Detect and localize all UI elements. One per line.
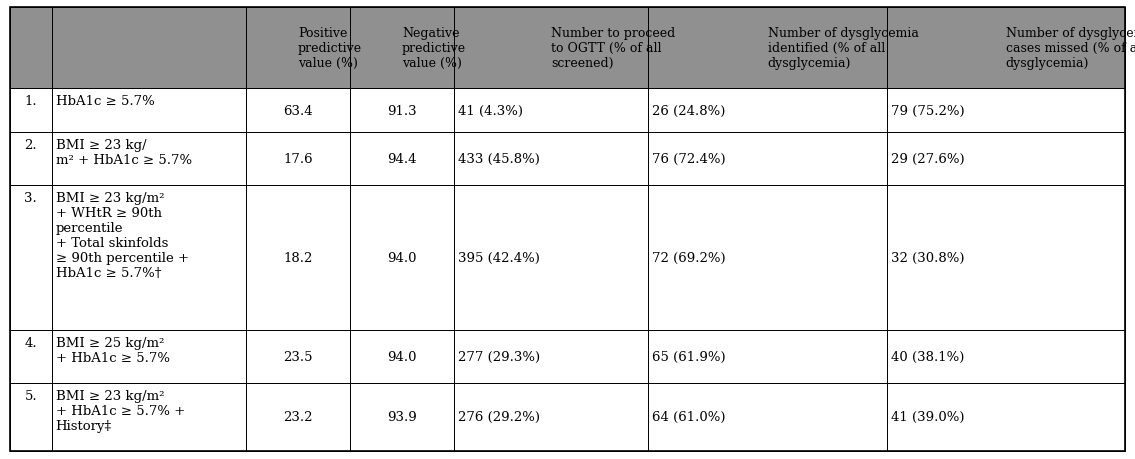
Text: 72 (69.2%): 72 (69.2%) bbox=[653, 252, 726, 264]
Bar bbox=[51, 186, 246, 330]
Text: 26 (24.8%): 26 (24.8%) bbox=[653, 104, 725, 118]
Text: 17.6: 17.6 bbox=[284, 153, 313, 166]
Bar bbox=[246, 186, 350, 330]
Bar bbox=[350, 89, 454, 133]
Text: BMI ≥ 23 kg/
m² + HbA1c ≥ 5.7%: BMI ≥ 23 kg/ m² + HbA1c ≥ 5.7% bbox=[56, 139, 192, 167]
Bar bbox=[246, 133, 350, 186]
Text: 4.: 4. bbox=[25, 336, 37, 349]
Bar bbox=[648, 330, 886, 383]
Text: Number to proceed
to OGTT (% of all
screened): Number to proceed to OGTT (% of all scre… bbox=[552, 27, 675, 70]
Bar bbox=[350, 330, 454, 383]
Bar bbox=[886, 330, 1125, 383]
Bar bbox=[51, 133, 246, 186]
Text: BMI ≥ 23 kg/m²
+ HbA1c ≥ 5.7% +
History‡: BMI ≥ 23 kg/m² + HbA1c ≥ 5.7% + History‡ bbox=[56, 389, 185, 432]
Text: 5.: 5. bbox=[25, 389, 37, 402]
Text: 276 (29.2%): 276 (29.2%) bbox=[457, 410, 540, 424]
Text: 91.3: 91.3 bbox=[387, 104, 417, 118]
Text: 76 (72.4%): 76 (72.4%) bbox=[653, 153, 726, 166]
Bar bbox=[350, 186, 454, 330]
Bar bbox=[350, 8, 454, 89]
Text: HbA1c ≥ 5.7%: HbA1c ≥ 5.7% bbox=[56, 95, 154, 108]
Text: 64 (61.0%): 64 (61.0%) bbox=[653, 410, 726, 424]
Text: 94.0: 94.0 bbox=[387, 252, 417, 264]
Text: 18.2: 18.2 bbox=[284, 252, 313, 264]
Text: 93.9: 93.9 bbox=[387, 410, 417, 424]
Bar bbox=[10, 89, 51, 133]
Text: Positive
predictive
value (%): Positive predictive value (%) bbox=[299, 27, 362, 70]
Bar bbox=[454, 186, 648, 330]
Bar bbox=[350, 133, 454, 186]
Text: 94.4: 94.4 bbox=[387, 153, 417, 166]
Text: 94.0: 94.0 bbox=[387, 350, 417, 363]
Bar bbox=[648, 186, 886, 330]
Bar bbox=[886, 133, 1125, 186]
Bar bbox=[10, 133, 51, 186]
Bar bbox=[454, 330, 648, 383]
Text: Number of dysglycemia
cases missed (% of all
dysglycemia): Number of dysglycemia cases missed (% of… bbox=[1006, 27, 1135, 70]
Bar bbox=[454, 8, 648, 89]
Bar bbox=[51, 8, 246, 89]
Bar bbox=[10, 383, 51, 451]
Text: 41 (39.0%): 41 (39.0%) bbox=[891, 410, 965, 424]
Text: 32 (30.8%): 32 (30.8%) bbox=[891, 252, 965, 264]
Text: 63.4: 63.4 bbox=[284, 104, 313, 118]
Text: Number of dysglycemia
identified (% of all
dysglycemia): Number of dysglycemia identified (% of a… bbox=[767, 27, 918, 70]
Text: 41 (4.3%): 41 (4.3%) bbox=[457, 104, 523, 118]
Text: 29 (27.6%): 29 (27.6%) bbox=[891, 153, 965, 166]
Text: 40 (38.1%): 40 (38.1%) bbox=[891, 350, 964, 363]
Text: 1.: 1. bbox=[25, 95, 37, 108]
Text: 3.: 3. bbox=[24, 192, 37, 205]
Bar bbox=[10, 8, 51, 89]
Bar bbox=[10, 330, 51, 383]
Bar bbox=[648, 8, 886, 89]
Bar bbox=[648, 133, 886, 186]
Text: 433 (45.8%): 433 (45.8%) bbox=[457, 153, 539, 166]
Text: BMI ≥ 23 kg/m²
+ WHtR ≥ 90th
percentile
+ Total skinfolds
≥ 90th percentile +
Hb: BMI ≥ 23 kg/m² + WHtR ≥ 90th percentile … bbox=[56, 192, 188, 280]
Bar bbox=[246, 330, 350, 383]
Text: 23.2: 23.2 bbox=[284, 410, 313, 424]
Text: 79 (75.2%): 79 (75.2%) bbox=[891, 104, 965, 118]
Bar bbox=[886, 383, 1125, 451]
Bar bbox=[51, 89, 246, 133]
Text: 2.: 2. bbox=[25, 139, 37, 152]
Bar bbox=[886, 186, 1125, 330]
Bar bbox=[648, 89, 886, 133]
Text: 277 (29.3%): 277 (29.3%) bbox=[457, 350, 540, 363]
Bar bbox=[454, 383, 648, 451]
Bar bbox=[51, 383, 246, 451]
Bar bbox=[350, 383, 454, 451]
Bar bbox=[648, 383, 886, 451]
Bar bbox=[51, 330, 246, 383]
Bar bbox=[10, 186, 51, 330]
Text: 65 (61.9%): 65 (61.9%) bbox=[653, 350, 726, 363]
Bar bbox=[886, 8, 1125, 89]
Bar bbox=[246, 383, 350, 451]
Bar bbox=[454, 89, 648, 133]
Bar bbox=[454, 133, 648, 186]
Text: 23.5: 23.5 bbox=[284, 350, 313, 363]
Bar bbox=[246, 8, 350, 89]
Text: Negative
predictive
value (%): Negative predictive value (%) bbox=[402, 27, 466, 70]
Bar bbox=[246, 89, 350, 133]
Text: 395 (42.4%): 395 (42.4%) bbox=[457, 252, 539, 264]
Text: BMI ≥ 25 kg/m²
+ HbA1c ≥ 5.7%: BMI ≥ 25 kg/m² + HbA1c ≥ 5.7% bbox=[56, 336, 169, 364]
Bar bbox=[886, 89, 1125, 133]
